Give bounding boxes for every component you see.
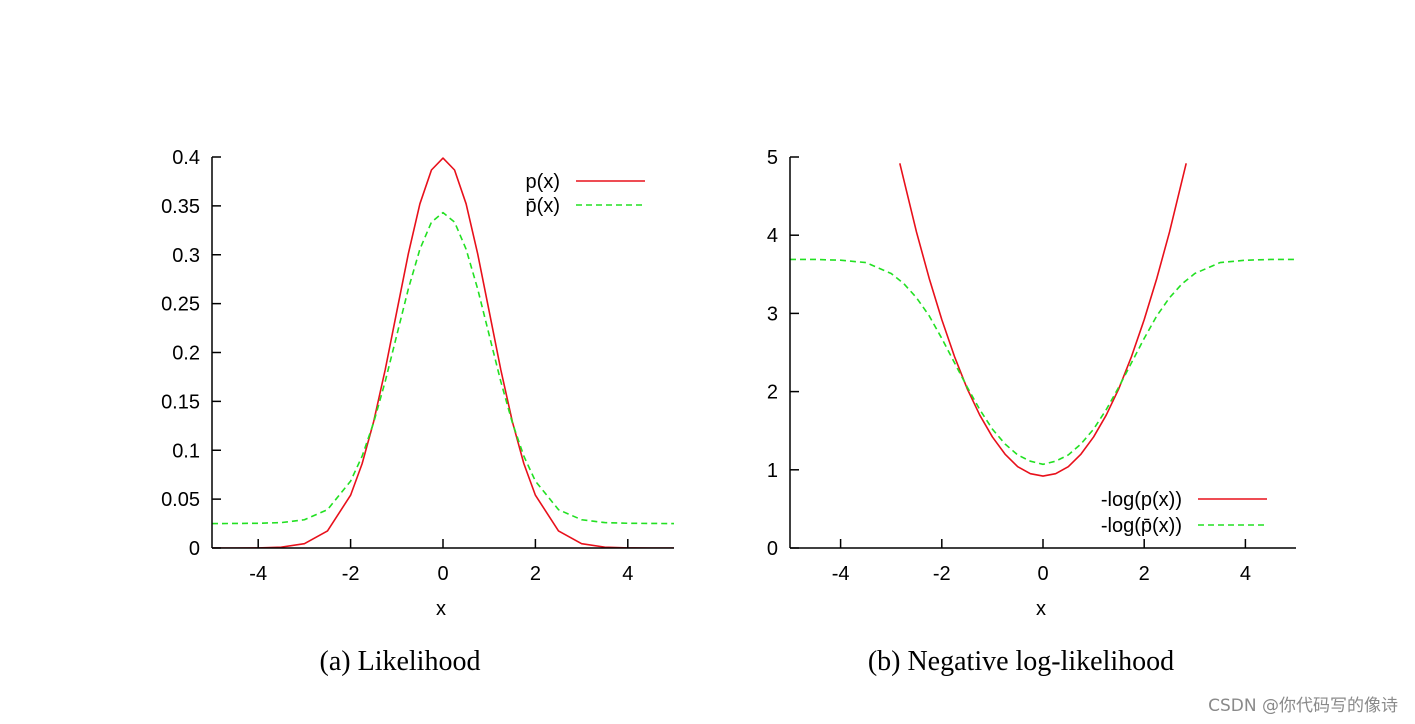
legend-label-a-1: p̄(x) [526, 195, 560, 217]
y-tick-label-a-3: 0.15 [161, 391, 200, 413]
y-tick-label-b-4: 4 [767, 225, 778, 247]
chart-likelihood: 0 0.05 0.1 0.15 0.2 0.25 0.3 0.35 0.4 -4 -2 0 2 4 x p(x… [161, 147, 674, 620]
legend-label-a-0: p(x) [526, 171, 560, 193]
y-tick-label-b-3: 3 [767, 303, 778, 325]
series-line-b-1 [790, 258, 1296, 466]
y-tick-label-a-7: 0.35 [161, 196, 200, 218]
y-tick-label-a-1: 0.05 [161, 489, 200, 511]
x-tick-label-b-1: -2 [933, 563, 951, 585]
y-tick-label-a-5: 0.25 [161, 294, 200, 316]
y-tick-label-b-5: 5 [767, 147, 778, 169]
x-tick-label-b-0: -4 [832, 563, 850, 585]
y-tick-label-a-4: 0.2 [172, 343, 200, 365]
y-tick-label-a-2: 0.1 [172, 440, 200, 462]
y-tick-label-a-0: 0 [189, 538, 200, 560]
y-tick-label-b-1: 1 [767, 460, 778, 482]
series-line-b-0 [899, 163, 1187, 477]
watermark: CSDN @你代码写的像诗 [1208, 696, 1398, 716]
y-tick-label-a-8: 0.4 [172, 147, 200, 169]
chart-negative-log-likelihood: 0 1 2 3 4 5 -4 -2 0 2 4 x -log(p(x)) -log(p̄(x)) [767, 147, 1296, 620]
y-tick-label-b-0: 0 [767, 538, 778, 560]
x-tick-label-a-0: -4 [249, 563, 267, 585]
x-tick-label-b-4: 4 [1240, 563, 1251, 585]
x-tick-label-a-2: 0 [437, 563, 448, 585]
series-line-a-1 [212, 211, 674, 525]
x-axis-title-b: x [1036, 598, 1046, 620]
x-tick-label-a-3: 2 [530, 563, 541, 585]
series-line-a-0 [212, 157, 674, 548]
x-tick-label-b-2: 0 [1037, 563, 1048, 585]
x-tick-label-a-4: 4 [622, 563, 633, 585]
legend-label-b-1: -log(p̄(x)) [1101, 515, 1182, 537]
legend-label-b-0: -log(p(x)) [1101, 489, 1182, 511]
y-tick-label-a-6: 0.3 [172, 245, 200, 267]
caption-b: (b) Negative log-likelihood [868, 646, 1174, 677]
x-tick-label-a-1: -2 [342, 563, 360, 585]
x-axis-title-a: x [436, 598, 446, 620]
x-tick-label-b-3: 2 [1139, 563, 1150, 585]
caption-a: (a) Likelihood [320, 646, 481, 677]
y-tick-label-b-2: 2 [767, 382, 778, 404]
